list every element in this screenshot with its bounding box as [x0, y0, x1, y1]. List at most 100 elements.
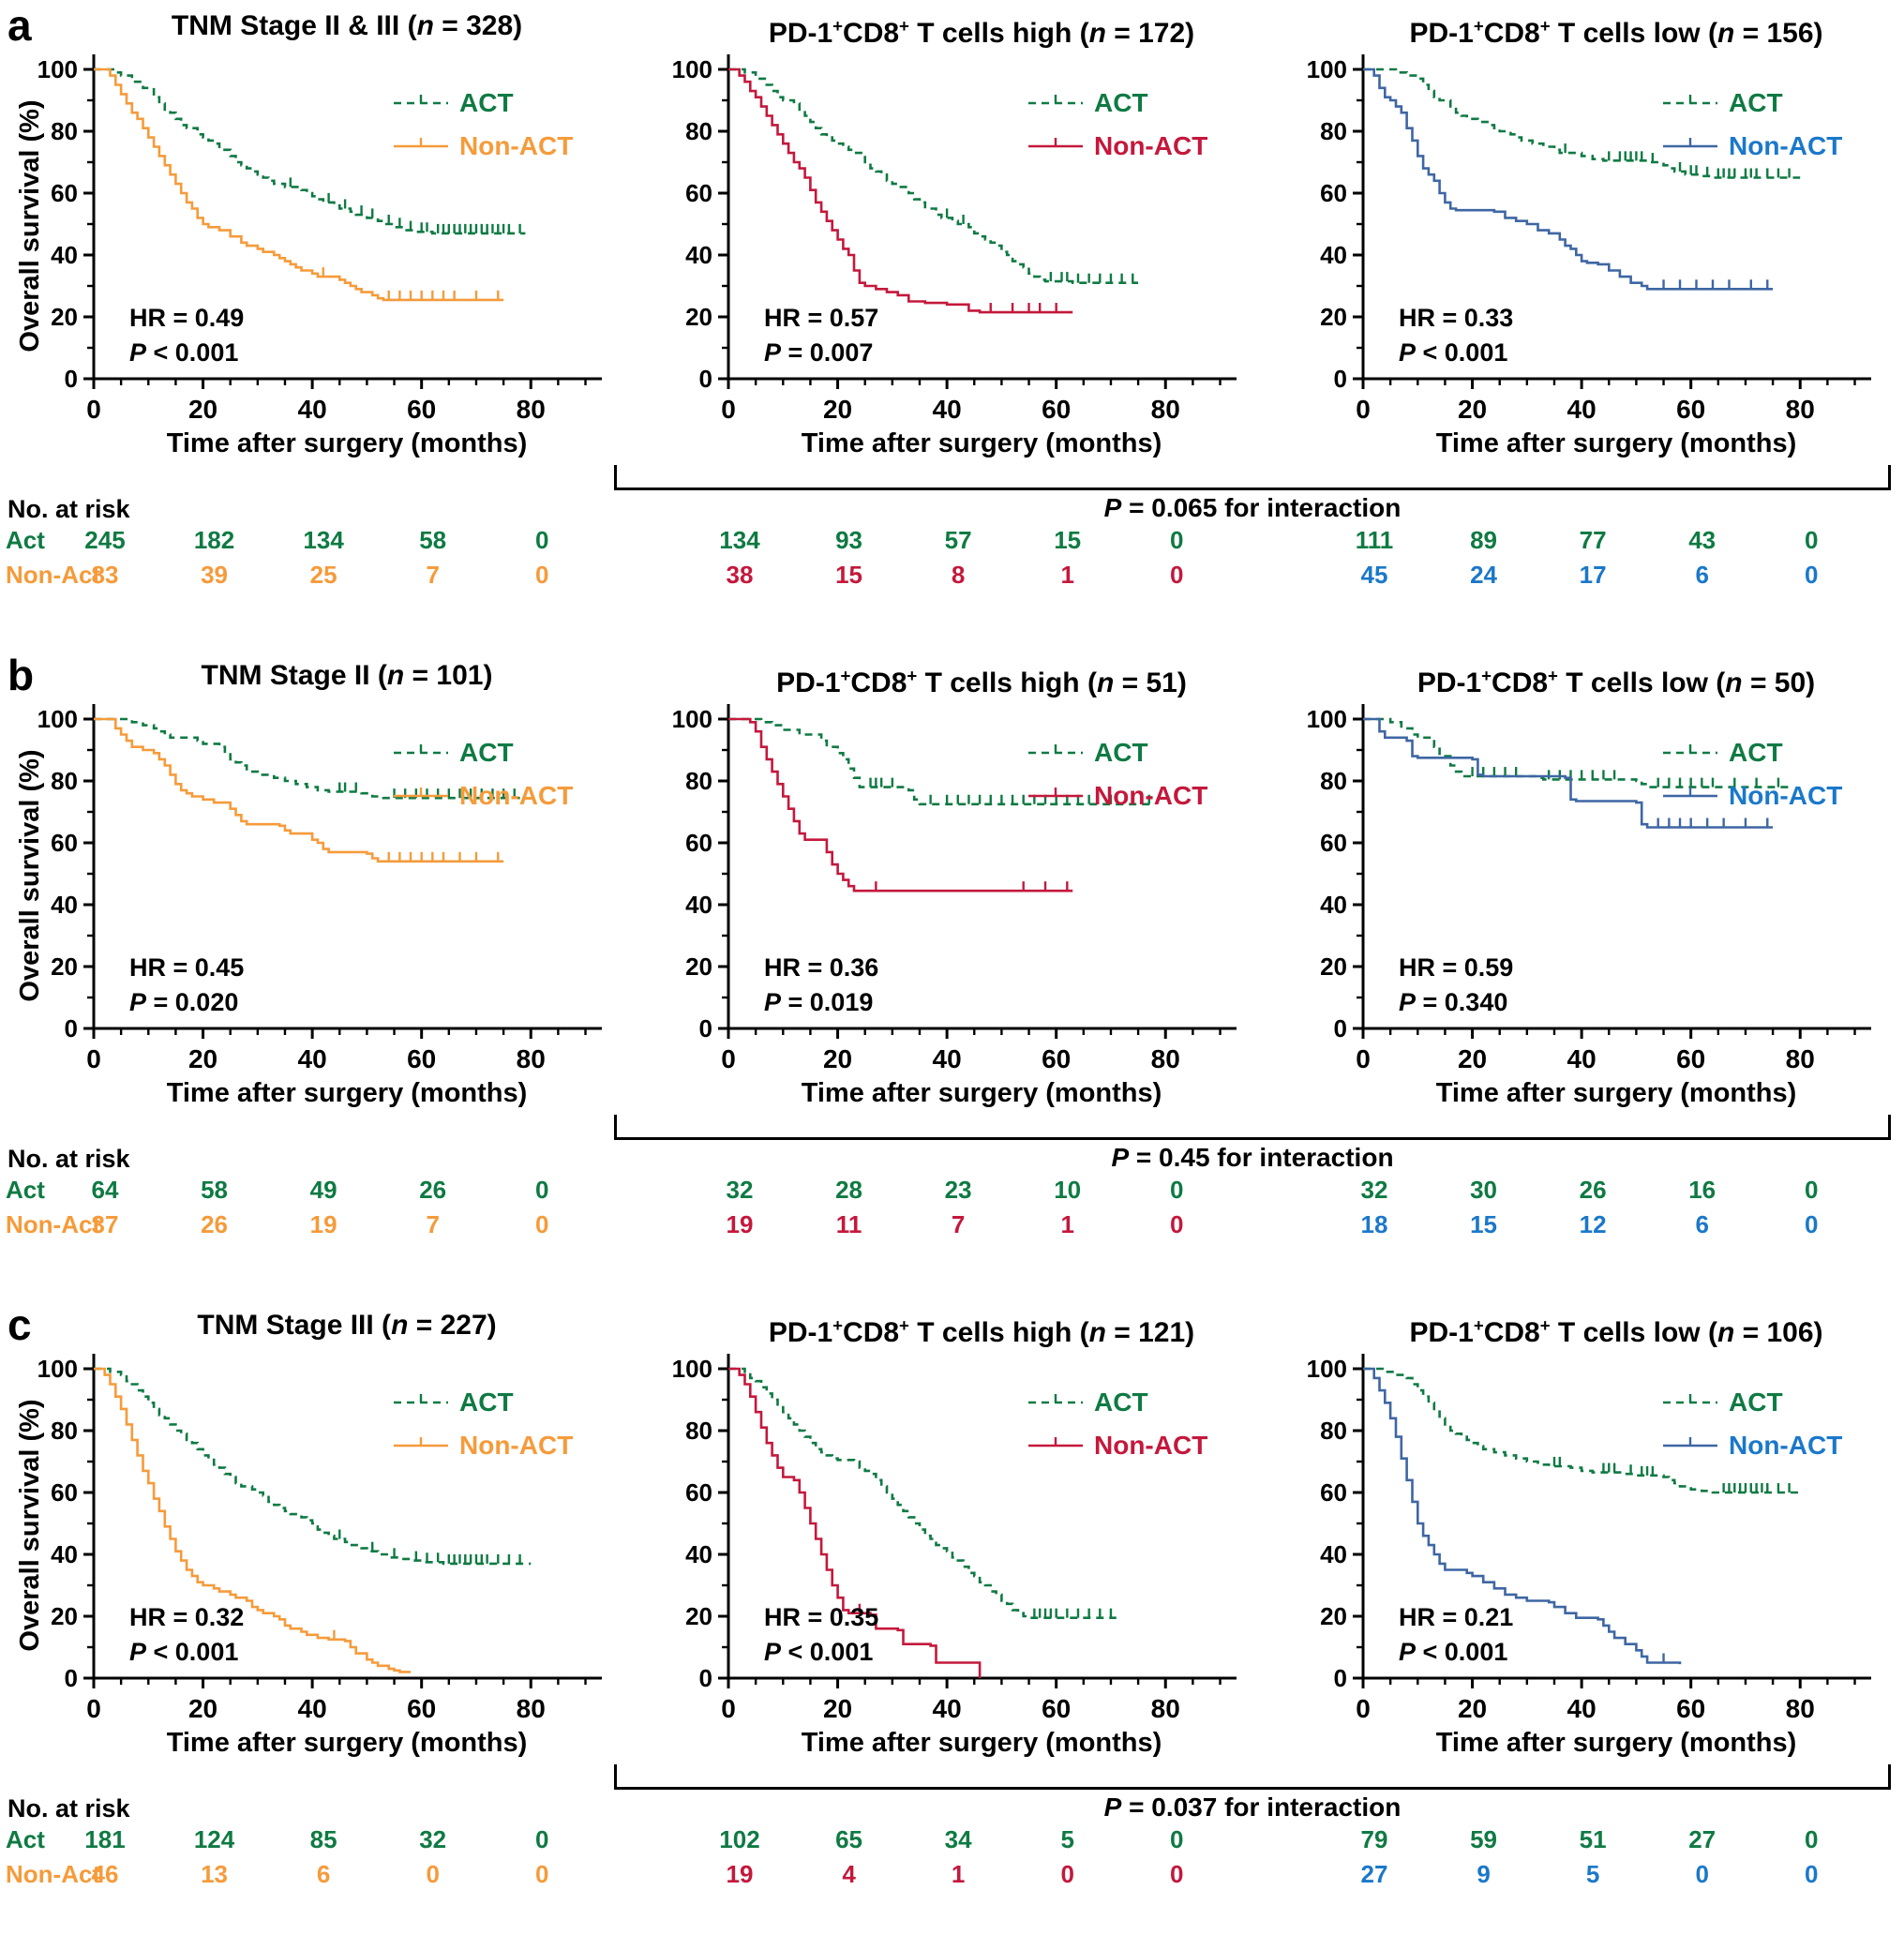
- x-tick-label: 40: [1567, 1694, 1597, 1721]
- x-tick-label: 40: [933, 1694, 962, 1721]
- figure-panel-a: a TNM Stage II & III (n = 328) 0 20 40 60 80 10…: [0, 0, 1904, 650]
- y-tick-label: 60: [685, 1478, 712, 1507]
- y-tick-label: 0: [65, 365, 78, 393]
- risk-count: 12: [1579, 1210, 1607, 1238]
- risk-count: 5: [1585, 1860, 1600, 1888]
- title-part: PD-1: [776, 668, 841, 698]
- figure-panel-b: b TNM Stage II (n = 101) 0 20 40 60 80 100 0 20 40…: [0, 650, 1904, 1299]
- p-italic: P: [1399, 1638, 1417, 1666]
- y-tick-label: 100: [37, 1355, 78, 1383]
- risk-column: 79 59 51 27 0 27 9 5 0 0: [1269, 1825, 1904, 1895]
- risk-count: 0: [1805, 1860, 1819, 1888]
- risk-row-act: Act 245 182 134 58 0: [0, 526, 635, 561]
- title-part: n: [1088, 1317, 1106, 1348]
- risk-count: 89: [1470, 526, 1498, 554]
- risk-label-non-act: Non-Act: [6, 1210, 101, 1238]
- legend-non-act-label: Non-ACT: [1094, 781, 1207, 810]
- risk-count: 38: [726, 561, 754, 589]
- risk-count: 0: [535, 1825, 549, 1853]
- chart-column: PD-1+CD8+ T cells low (n = 106) 0 20 40 60 80…: [1269, 1305, 1904, 1765]
- y-tick-label: 0: [699, 365, 712, 393]
- title-part: +: [1539, 1315, 1551, 1335]
- x-tick-label: 20: [1458, 1694, 1487, 1721]
- interaction-p-text: P = 0.45 for interaction: [1111, 1143, 1394, 1172]
- risk-grid: Act 245 182 134 58 0 Non-Act 83 39 25 7 0 134 93 57 15 0…: [0, 526, 1904, 595]
- risk-count: 28: [835, 1176, 863, 1204]
- y-tick-label: 0: [699, 1664, 712, 1692]
- risk-row-non-act: 18 15 12 6 0: [1269, 1210, 1904, 1245]
- risk-count: 15: [1054, 526, 1082, 554]
- risk-row-act: 111 89 77 43 0: [1269, 526, 1904, 561]
- risk-column: Act 64 58 49 26 0 Non-Act 37 26 19 7 0: [0, 1176, 635, 1245]
- chart-column: TNM Stage II (n = 101) 0 20 40 60 80 100 0 20 40 6…: [0, 655, 635, 1116]
- title-part: +: [1473, 1315, 1484, 1335]
- y-tick-label: 20: [685, 303, 712, 331]
- p-rest: < 0.001: [146, 338, 238, 367]
- title-part: PD-1: [768, 1317, 833, 1348]
- risk-count: 0: [1060, 1860, 1074, 1888]
- risk-count: 64: [91, 1176, 119, 1204]
- p-rest: = 0.020: [146, 988, 238, 1016]
- risk-count: 0: [1805, 1176, 1819, 1204]
- x-axis-label: Time after surgery (months): [801, 428, 1162, 458]
- legend-act-label: ACT: [459, 1388, 514, 1417]
- risk-count: 26: [419, 1176, 447, 1204]
- y-tick-label: 100: [1307, 1355, 1347, 1383]
- title-part: = 50): [1742, 668, 1816, 698]
- risk-grid: Act 64 58 49 26 0 Non-Act 37 26 19 7 0 32 28 23 10 0 19 11…: [0, 1176, 1904, 1245]
- y-tick-label: 40: [51, 891, 78, 919]
- p-value: P < 0.001: [1399, 1638, 1507, 1666]
- y-tick-label: 80: [1320, 1417, 1347, 1445]
- y-axis-label: Overall survival (%): [15, 749, 45, 1002]
- chart-column: TNM Stage III (n = 227) 0 20 40 60 80 100 0 20 40…: [0, 1305, 635, 1765]
- title-part: +: [832, 1315, 844, 1335]
- risk-row-non-act: 38 15 8 1 0: [635, 561, 1269, 595]
- y-tick-label: 20: [1320, 303, 1347, 331]
- interaction-p-italic: P: [1103, 493, 1122, 522]
- interaction-p-italic: P: [1111, 1143, 1130, 1172]
- x-tick-label: 80: [517, 1694, 546, 1721]
- p-rest: < 0.001: [1416, 338, 1507, 367]
- non-act-curve: [728, 717, 1073, 892]
- title-part: CD8: [843, 18, 900, 49]
- title-part: PD-1: [1409, 1317, 1474, 1348]
- x-tick-label: 20: [188, 1694, 217, 1721]
- risk-column: 111 89 77 43 0 45 24 17 6 0: [1269, 526, 1904, 595]
- p-rest: < 0.001: [146, 1638, 238, 1666]
- legend-act-label: ACT: [1094, 88, 1148, 117]
- risk-count: 93: [835, 526, 863, 554]
- title-part: = 227): [408, 1310, 497, 1341]
- y-tick-label: 0: [65, 1664, 78, 1692]
- interaction-p-text: P = 0.037 for interaction: [1103, 1792, 1402, 1822]
- p-italic: P: [764, 338, 782, 367]
- p-italic: P: [129, 338, 147, 367]
- risk-column: 32 30 26 16 0 18 15 12 6 0: [1269, 1176, 1904, 1245]
- y-tick-label: 40: [51, 1540, 78, 1568]
- risk-label-act: Act: [6, 1825, 45, 1853]
- hr-value: HR = 0.36: [764, 953, 878, 982]
- title-part: +: [899, 1315, 909, 1335]
- risk-count: 0: [1805, 561, 1819, 589]
- risk-count: 7: [426, 1210, 440, 1238]
- y-tick-label: 100: [1307, 705, 1347, 733]
- km-chart-svg: 0 20 40 60 80 100 0 20 40 60 80 ACT Non-ACT HR = 0.21…: [1307, 1354, 1871, 1723]
- risk-count: 77: [1579, 526, 1607, 554]
- act-curve: [94, 717, 520, 800]
- risk-count: 32: [419, 1825, 447, 1853]
- risk-count: 39: [201, 561, 229, 589]
- x-tick-label: 80: [1786, 395, 1815, 422]
- risk-count: 181: [84, 1825, 126, 1853]
- risk-column: 32 28 23 10 0 19 11 7 1 0: [635, 1176, 1269, 1245]
- risk-row-non-act: 45 24 17 6 0: [1269, 561, 1904, 595]
- risk-row-act: 79 59 51 27 0: [1269, 1825, 1904, 1860]
- no-at-risk-label: No. at risk: [7, 1145, 130, 1173]
- risk-row-non-act: Non-Act 83 39 25 7 0: [0, 561, 635, 595]
- risk-count: 111: [1355, 526, 1394, 554]
- act-curve: [1363, 68, 1801, 179]
- legend-non-act-label: Non-ACT: [459, 781, 573, 810]
- risk-row-act: Act 181 124 85 32 0: [0, 1825, 635, 1860]
- title-part: +: [832, 16, 844, 36]
- risk-count: 58: [419, 526, 447, 554]
- x-tick-label: 40: [933, 395, 962, 422]
- risk-count: 6: [1695, 1210, 1709, 1238]
